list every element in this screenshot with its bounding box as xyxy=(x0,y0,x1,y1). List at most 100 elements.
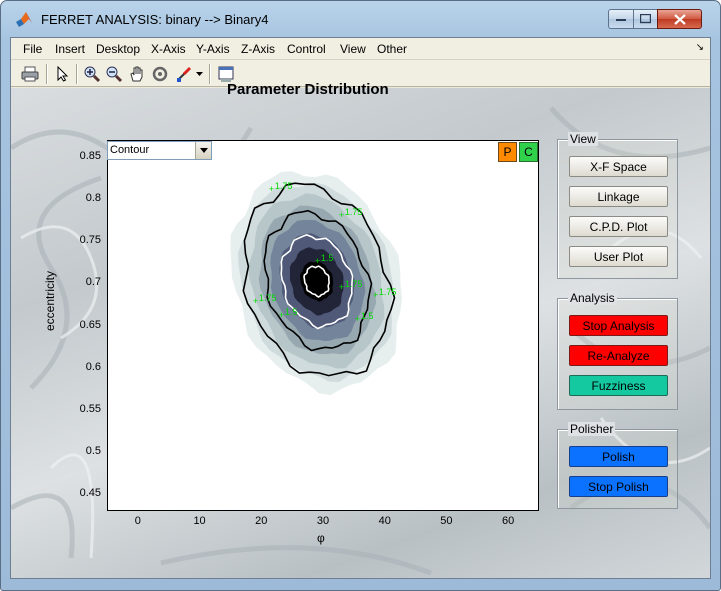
contour-label-marker: + xyxy=(315,256,320,266)
contour-label-marker: + xyxy=(269,184,274,194)
minimize-button[interactable] xyxy=(608,9,634,29)
plot-type-select[interactable]: Contour xyxy=(107,141,212,160)
x-tick-label: 30 xyxy=(316,515,330,527)
polisher-panel-label: Polisher xyxy=(568,422,616,436)
menu-x-axis[interactable]: X-Axis xyxy=(151,42,186,56)
toolbar-separator xyxy=(209,64,211,84)
pan-button[interactable] xyxy=(127,64,147,84)
contour-label-marker: + xyxy=(253,296,258,306)
dock-button[interactable] xyxy=(216,64,236,84)
maximize-icon xyxy=(640,14,651,24)
menu-control[interactable]: Control xyxy=(287,42,326,56)
rotate-icon xyxy=(152,66,168,82)
data-cursor-button[interactable] xyxy=(174,64,194,84)
contour-line xyxy=(242,182,396,377)
menu-overflow-icon[interactable]: ↘ xyxy=(695,42,704,53)
zoom-in-button[interactable] xyxy=(82,64,102,84)
y-tick-label: 0.85 xyxy=(79,149,101,162)
menu-file[interactable]: File xyxy=(23,42,43,56)
zoom-in-icon xyxy=(84,66,101,83)
x-tick-label: 10 xyxy=(193,515,206,527)
maximize-button[interactable] xyxy=(633,9,658,29)
contour-label: 1.75 xyxy=(345,207,363,217)
contour-label: 1.75 xyxy=(345,279,363,289)
close-icon xyxy=(673,13,686,25)
x-tick-label: 20 xyxy=(255,515,268,527)
x-tick-label: 60 xyxy=(502,515,515,527)
y-tick-label: 0.75 xyxy=(79,234,101,247)
y-tick-label: 0.65 xyxy=(79,318,101,331)
select-tool-button[interactable] xyxy=(52,64,72,84)
re-analyze-button[interactable]: Re-Analyze xyxy=(569,345,668,366)
x-tick-label: 0 xyxy=(134,515,141,527)
stop-polish-button[interactable]: Stop Polish xyxy=(569,476,668,497)
minimize-icon xyxy=(616,19,626,21)
dropdown-arrow-icon xyxy=(196,72,203,76)
title-bar[interactable]: FERRET ANALYSIS: binary --> Binary4 xyxy=(1,1,720,37)
p-button[interactable]: P xyxy=(498,142,517,162)
toolbar-separator xyxy=(76,64,78,84)
toolbar xyxy=(11,60,710,87)
stop-analysis-button[interactable]: Stop Analysis xyxy=(569,315,668,336)
x-axis-label: φ xyxy=(317,531,325,545)
zoom-out-icon xyxy=(106,66,123,83)
contour-plot: 1.75+1.75+1.75+1.75+1.75+1.5+1.5+1.5+ xyxy=(230,171,402,396)
view-panel: View X-F Space Linkage C.P.D. Plot User … xyxy=(557,132,678,279)
y-tick-label: 0.55 xyxy=(79,402,101,415)
contour-line xyxy=(303,265,330,298)
print-icon xyxy=(21,66,39,82)
contour-label: 1.5 xyxy=(285,307,298,317)
dock-icon xyxy=(218,66,234,82)
contour-line xyxy=(263,209,373,352)
plot-type-value: Contour xyxy=(110,144,150,156)
user-plot-button[interactable]: User Plot xyxy=(569,246,668,267)
analysis-panel: Analysis Stop Analysis Re-Analyze Fuzzin… xyxy=(557,291,678,410)
contour-label: 1.75 xyxy=(275,181,293,191)
menu-z-axis[interactable]: Z-Axis xyxy=(241,42,275,56)
toolbar-separator xyxy=(46,64,48,84)
y-tick-label: 0.45 xyxy=(79,487,101,500)
contour-label-marker: + xyxy=(339,210,344,220)
x-tick-label: 50 xyxy=(440,515,453,527)
menu-view[interactable]: View xyxy=(340,42,366,56)
plot-title: Parameter Distribution xyxy=(227,81,389,98)
contour-label: 1.75 xyxy=(379,287,397,297)
linkage-button[interactable]: Linkage xyxy=(569,186,668,207)
menu-desktop[interactable]: Desktop xyxy=(96,42,141,56)
chevron-down-icon[interactable] xyxy=(195,142,211,159)
menu-insert[interactable]: Insert xyxy=(55,42,86,56)
polish-button[interactable]: Polish xyxy=(569,446,668,467)
x-tick-label: 40 xyxy=(378,515,391,527)
contour-label-marker: + xyxy=(373,290,378,300)
xf-space-button[interactable]: X-F Space xyxy=(569,156,668,177)
pointer-icon xyxy=(57,66,69,82)
close-button[interactable] xyxy=(657,9,702,29)
y-tick-label: 0.6 xyxy=(85,360,101,373)
analysis-panel-label: Analysis xyxy=(568,291,617,305)
pan-hand-icon xyxy=(130,66,143,82)
data-cursor-icon xyxy=(177,66,192,82)
contour-label-marker: + xyxy=(279,310,284,320)
y-axis-label: eccentricity xyxy=(43,270,57,331)
contour-label: 1.5 xyxy=(361,311,374,321)
contour-label: 1.75 xyxy=(259,293,277,303)
print-button[interactable] xyxy=(20,64,40,84)
matlab-icon xyxy=(16,12,32,27)
data-cursor-dropdown[interactable] xyxy=(194,64,206,84)
contour-label-marker: + xyxy=(355,314,360,324)
contour-label: 1.5 xyxy=(321,253,334,263)
menu-y-axis[interactable]: Y-Axis xyxy=(196,42,230,56)
c-button[interactable]: C xyxy=(519,142,538,162)
fuzziness-button[interactable]: Fuzziness xyxy=(569,375,668,396)
view-panel-label: View xyxy=(568,132,598,146)
plot-axes[interactable]: 1.75 +1.75 +1.75 +1.75 +1.75 +1.5 +1.5 +1.5 + xyxy=(107,140,539,511)
y-tick-label: 0.7 xyxy=(85,276,101,289)
rotate-button[interactable] xyxy=(150,64,170,84)
contour-line xyxy=(280,234,354,330)
zoom-out-button[interactable] xyxy=(104,64,124,84)
menu-other[interactable]: Other xyxy=(377,42,408,56)
cpd-plot-button[interactable]: C.P.D. Plot xyxy=(569,216,668,237)
y-tick-label: 0.5 xyxy=(85,444,101,457)
contour-label-marker: + xyxy=(339,282,344,292)
menu-bar: File Insert Desktop X-Axis Y-Axis Z-Axis… xyxy=(11,38,710,60)
